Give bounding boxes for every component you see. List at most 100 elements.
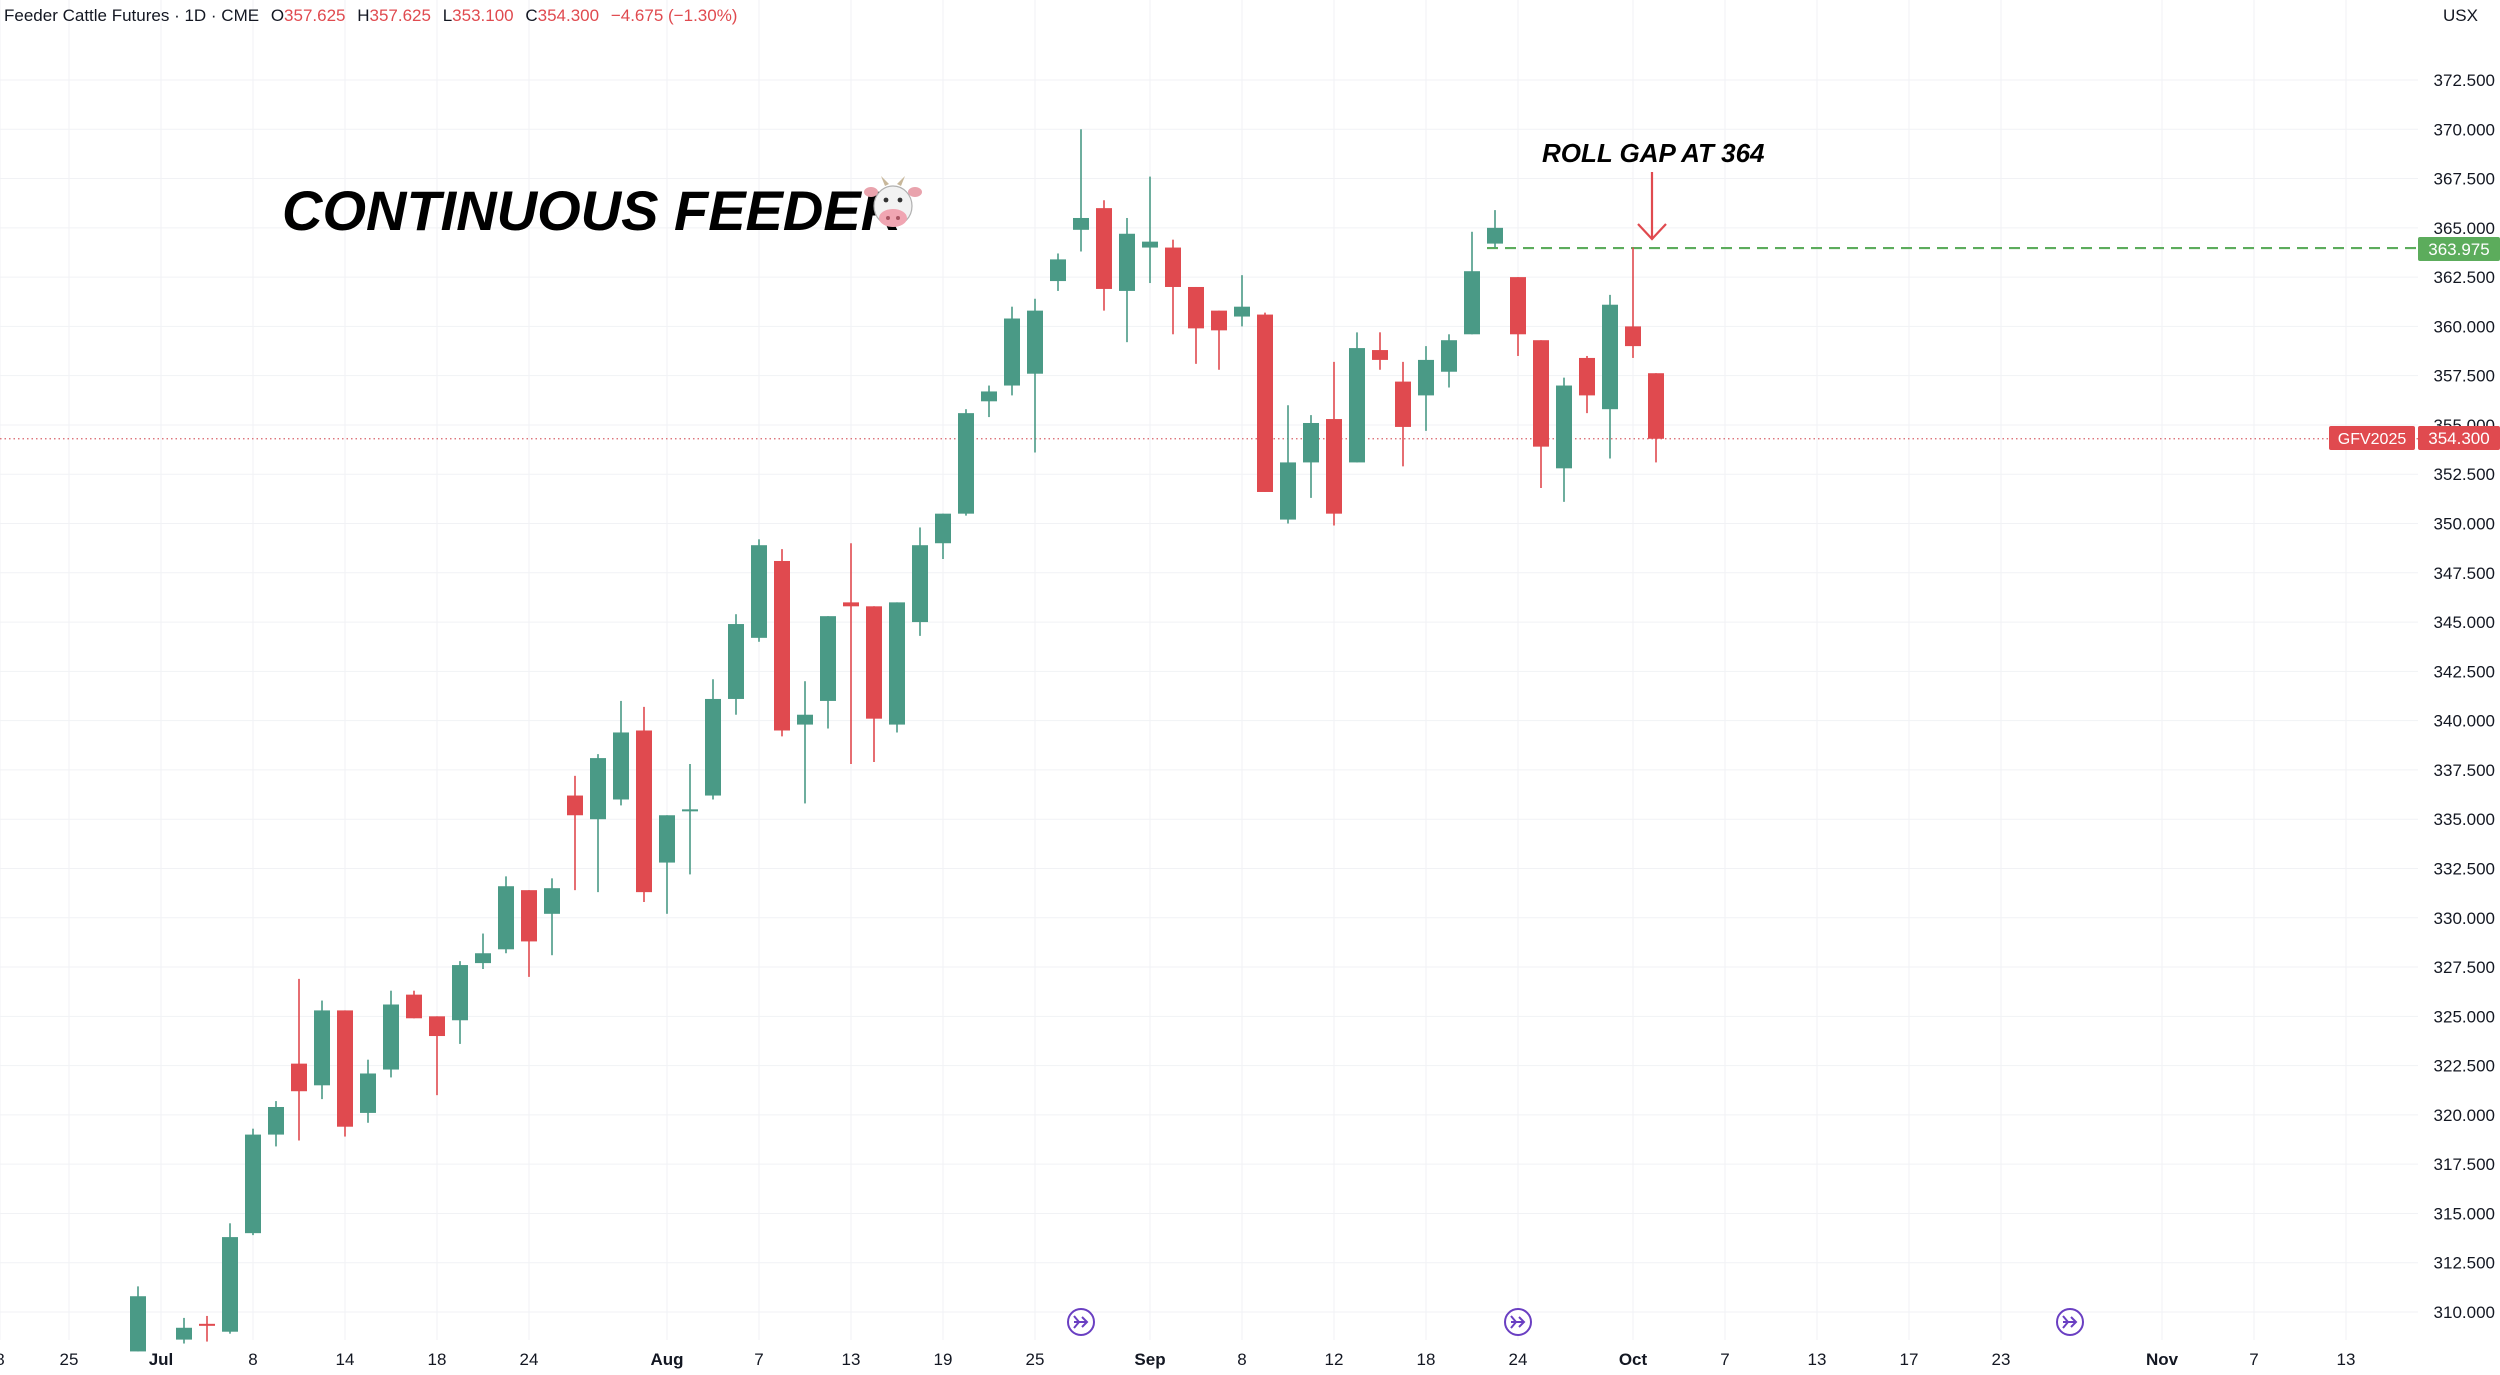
y-tick-label: 372.500 bbox=[2434, 71, 2495, 90]
dividend-arrow-icon[interactable] bbox=[1504, 1308, 1532, 1336]
candle-body bbox=[659, 815, 675, 863]
candle bbox=[797, 681, 813, 804]
y-tick-label: 342.500 bbox=[2434, 662, 2495, 681]
candle-body bbox=[1648, 373, 1664, 439]
symbol-legend: Feeder Cattle Futures · 1D · CME O357.62… bbox=[4, 4, 737, 28]
candle-body bbox=[1257, 314, 1273, 492]
candle bbox=[360, 1059, 376, 1123]
y-tick-label: 345.000 bbox=[2434, 613, 2495, 632]
candle bbox=[199, 1315, 215, 1342]
candle-body bbox=[475, 953, 491, 964]
time-axis[interactable]: 8 25 Jul 8 14 18 24 Aug 7 13 19 25 Sep 8 12 18 24 Oct 7 13 1… bbox=[0, 1350, 2355, 1369]
candle bbox=[475, 933, 491, 970]
candle-body bbox=[268, 1106, 284, 1135]
x-tick-label: 8 bbox=[0, 1350, 5, 1369]
candle bbox=[1602, 294, 1618, 459]
gap-price-badge: 363.975 bbox=[2418, 237, 2500, 261]
candle-body bbox=[1556, 385, 1572, 469]
candle bbox=[245, 1128, 261, 1236]
x-tick-label: 7 bbox=[1720, 1350, 1729, 1369]
candle-body bbox=[751, 545, 767, 638]
candle bbox=[1142, 176, 1158, 284]
y-tick-label: 317.500 bbox=[2434, 1155, 2495, 1174]
candle-body bbox=[843, 602, 859, 607]
candle bbox=[613, 700, 629, 806]
candle bbox=[1510, 277, 1526, 356]
dividend-arrow-icon[interactable] bbox=[1067, 1308, 1095, 1336]
candle-body bbox=[383, 1004, 399, 1070]
candle bbox=[590, 754, 606, 893]
candle-body bbox=[544, 888, 560, 914]
candle bbox=[1349, 332, 1365, 463]
candle bbox=[567, 775, 583, 891]
candle-body bbox=[1188, 286, 1204, 329]
y-tick-label: 337.500 bbox=[2434, 761, 2495, 780]
candle bbox=[1119, 217, 1135, 343]
candle-body bbox=[1303, 422, 1319, 463]
x-tick-label: 19 bbox=[934, 1350, 953, 1369]
candle bbox=[912, 527, 928, 636]
y-tick-label: 352.500 bbox=[2434, 465, 2495, 484]
close-label: C bbox=[525, 6, 538, 25]
candle-body bbox=[1142, 241, 1158, 248]
grid bbox=[0, 0, 2418, 1340]
y-tick-label: 357.500 bbox=[2434, 367, 2495, 386]
candle-body bbox=[1579, 357, 1595, 396]
x-tick-label: Jul bbox=[149, 1350, 174, 1369]
candle bbox=[981, 385, 997, 418]
candle-body bbox=[981, 391, 997, 402]
x-tick-label: 17 bbox=[1900, 1350, 1919, 1369]
candle bbox=[705, 679, 721, 800]
candle-body bbox=[1395, 381, 1411, 427]
y-tick-label: 365.000 bbox=[2434, 219, 2495, 238]
candle bbox=[935, 513, 951, 560]
candle-body bbox=[912, 545, 928, 623]
chart-title: CONTINUOUS FEEDER bbox=[282, 179, 902, 242]
candle bbox=[866, 606, 882, 763]
candle bbox=[751, 539, 767, 642]
candle-body bbox=[1510, 277, 1526, 335]
x-tick-label: Oct bbox=[1619, 1350, 1648, 1369]
y-tick-label: 332.500 bbox=[2434, 859, 2495, 878]
candle-body bbox=[314, 1010, 330, 1086]
candle-body bbox=[1073, 217, 1089, 230]
symbol-title: Feeder Cattle Futures · 1D · CME bbox=[4, 6, 260, 25]
candle-body bbox=[360, 1073, 376, 1113]
y-tick-label: 335.000 bbox=[2434, 810, 2495, 829]
candle bbox=[1648, 373, 1664, 463]
event-chevron bbox=[1510, 1315, 1518, 1329]
event-arrow bbox=[1074, 1316, 1089, 1328]
candle-body bbox=[820, 616, 836, 701]
candle-body bbox=[866, 606, 882, 719]
candle-body bbox=[521, 890, 537, 942]
event-chevron bbox=[1073, 1315, 1081, 1329]
candle bbox=[130, 1286, 146, 1352]
x-tick-label: 18 bbox=[428, 1350, 447, 1369]
candle bbox=[1441, 334, 1457, 388]
candle bbox=[820, 616, 836, 729]
candle bbox=[1464, 231, 1480, 335]
candle bbox=[889, 602, 905, 733]
candle-body bbox=[1602, 304, 1618, 410]
candle-body bbox=[728, 624, 744, 699]
y-tick-label: 340.000 bbox=[2434, 712, 2495, 731]
candle bbox=[1487, 210, 1503, 248]
x-tick-label: 8 bbox=[248, 1350, 257, 1369]
x-tick-label: 8 bbox=[1237, 1350, 1246, 1369]
event-arrow bbox=[1511, 1316, 1526, 1328]
candle-body bbox=[636, 730, 652, 893]
candle bbox=[1625, 247, 1641, 358]
price-axis[interactable]: 310.000 312.500 315.000 317.500 320.000 322.5… bbox=[2434, 71, 2495, 1322]
currency-button[interactable]: USX bbox=[2443, 6, 2478, 25]
candle bbox=[682, 764, 698, 875]
dividend-arrow-icon[interactable] bbox=[2056, 1308, 2084, 1336]
candle-body bbox=[406, 994, 422, 1019]
x-tick-label: Nov bbox=[2146, 1350, 2179, 1369]
y-tick-label: 325.000 bbox=[2434, 1007, 2495, 1026]
high-value: 357.625 bbox=[369, 6, 431, 25]
candle bbox=[406, 990, 422, 1019]
candle bbox=[337, 1010, 353, 1137]
symbol-badge: GFV2025 bbox=[2329, 426, 2415, 450]
